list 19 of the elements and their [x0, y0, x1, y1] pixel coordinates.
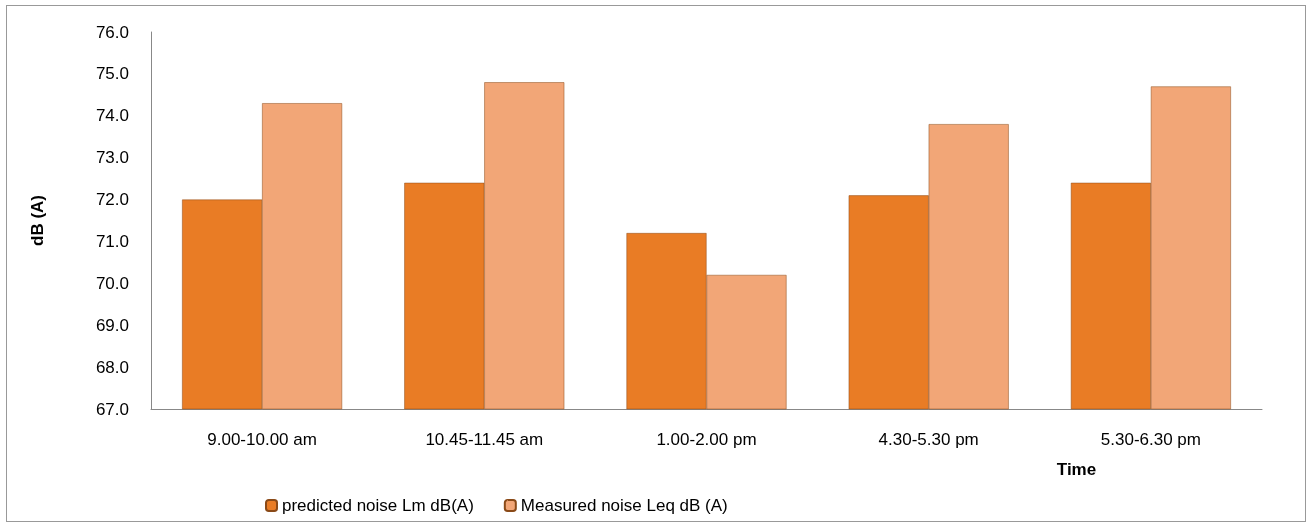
y-tick-label: 73.0 [95, 148, 129, 168]
x-tick-label: 9.00-10.00 am [207, 430, 317, 449]
x-tick-label: 10.45-11.45 am [425, 430, 544, 449]
y-axis-title: dB (A) [28, 195, 47, 246]
x-tick-label: 1.00-2.00 pm [656, 430, 757, 449]
y-tick-label: 69.0 [95, 315, 129, 335]
legend-label: predicted noise Lm dB(A) [282, 496, 474, 515]
y-tick-label: 76.0 [95, 22, 129, 42]
y-tick-label: 70.0 [95, 273, 129, 293]
y-tick-label: 68.0 [95, 357, 129, 377]
legend-label: Measured noise Leq dB (A) [520, 496, 728, 515]
y-tick-label: 67.0 [95, 399, 129, 419]
y-tick-label: 75.0 [95, 64, 129, 84]
y-tick-label: 72.0 [95, 190, 129, 210]
x-tick-label: 4.30-5.30 pm [878, 430, 979, 449]
y-tick-label: 74.0 [95, 106, 129, 126]
x-tick-label: 5.30-6.30 pm [1100, 430, 1201, 449]
x-axis-title: Time [1056, 460, 1097, 479]
y-tick-label: 71.0 [95, 231, 129, 251]
